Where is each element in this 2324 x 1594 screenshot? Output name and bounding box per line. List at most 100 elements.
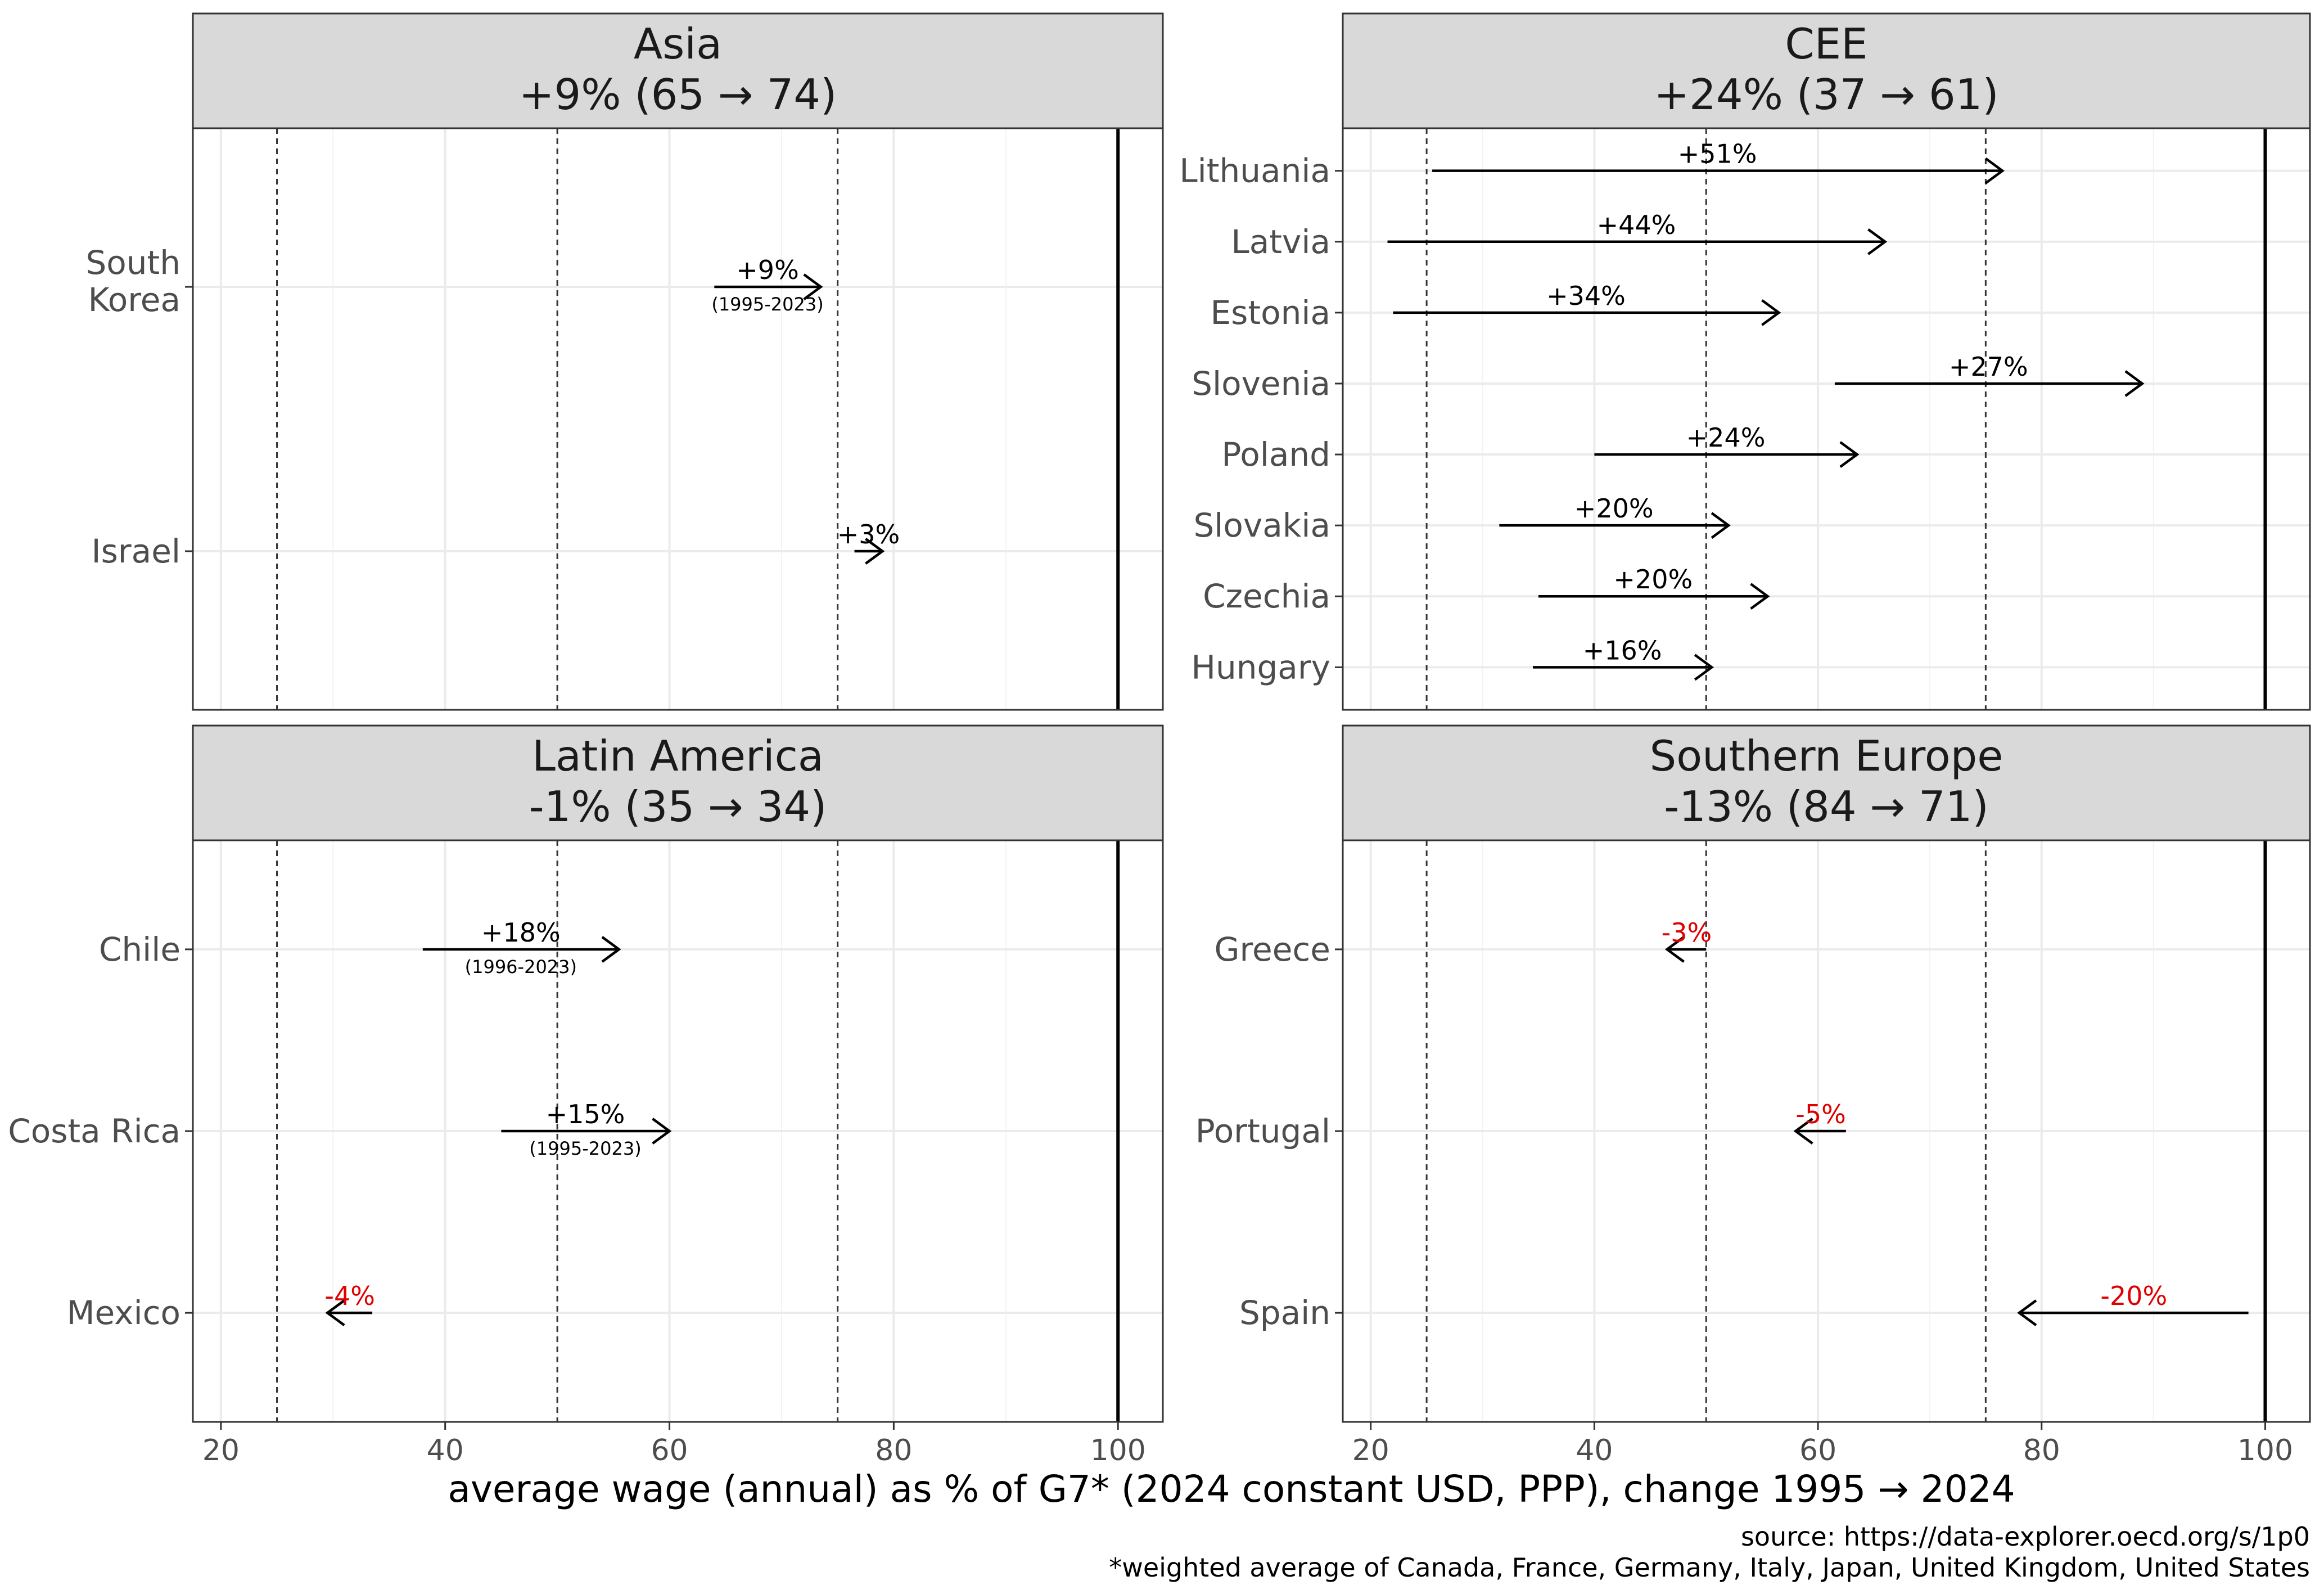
panel-subtitle: +9% (65 → 74) — [519, 70, 837, 119]
arrow-mexico: -4% — [324, 1281, 375, 1326]
arrow-slovenia: +27% — [1834, 352, 2145, 397]
arrow-south-korea: +9% (1995-2023) — [711, 255, 823, 315]
country-label: Greece — [1215, 930, 1330, 969]
arrow-czechia: +20% — [1538, 564, 1770, 610]
change-label: +18% — [481, 917, 561, 948]
arrow-head — [2124, 370, 2145, 397]
change-label: +15% — [546, 1099, 625, 1129]
x-tick-label: 60 — [1799, 1434, 1836, 1467]
country-label: Slovenia — [1192, 364, 1330, 403]
source-caption: source: https://data-explorer.oecd.org/s… — [1741, 1521, 2310, 1552]
change-label: +9% — [736, 255, 799, 285]
panel-subtitle: -13% (84 → 71) — [1664, 782, 1989, 831]
country-label: Poland — [1221, 435, 1330, 474]
arrow-head — [1664, 936, 1685, 963]
arrow-head — [1694, 654, 1714, 681]
arrow-chile: +18% (1996-2023) — [422, 917, 621, 978]
arrow-head — [1793, 1118, 1813, 1145]
x-tick-label: 80 — [2023, 1434, 2060, 1467]
change-label: +20% — [1574, 493, 1654, 524]
country-label: Estonia — [1210, 294, 1330, 332]
panel-subtitle: -1% (35 → 34) — [529, 782, 827, 831]
change-label: +51% — [1678, 139, 1757, 169]
arrow-head — [1867, 228, 1888, 255]
arrow-poland: +24% — [1594, 422, 1860, 468]
x-tick-label: 40 — [1576, 1434, 1613, 1467]
country-label: Slovakia — [1193, 506, 1330, 544]
panel-subtitle: +24% (37 → 61) — [1654, 70, 1998, 119]
arrow-latvia: +44% — [1387, 210, 1888, 255]
country-label: Costa Rica — [8, 1112, 180, 1150]
panels-layer: Asia+9% (65 → 74) +9% (1995-2023) South Kore… — [8, 12, 2311, 1467]
arrow-lithuania: +51% — [1432, 139, 2005, 184]
arrow-head — [1839, 441, 1860, 468]
arrow-head — [1711, 512, 1731, 539]
panel-border — [1342, 127, 2311, 711]
arrow-head — [652, 1118, 672, 1145]
arrow-head — [1750, 583, 1770, 610]
change-label: +27% — [1949, 352, 2028, 382]
country-label: Mexico — [66, 1294, 180, 1332]
arrow-greece: -3% — [1662, 917, 1712, 963]
panel-cee: CEE+24% (37 → 61) +51% Lithuania +44% Latvia… — [1179, 12, 2311, 711]
panel-border — [192, 127, 1164, 711]
country-label: Czechia — [1203, 577, 1330, 615]
country-label: Lithuania — [1179, 152, 1330, 190]
change-label: +24% — [1686, 422, 1766, 453]
panel-latam: Latin America-1% (35 → 34) +18% (1996-2023… — [8, 724, 1164, 1467]
x-tick-label: 60 — [651, 1434, 688, 1467]
panel-southern: Southern Europe-13% (84 → 71) -3% Greece -5… — [1195, 724, 2311, 1467]
change-label: +3% — [837, 519, 900, 550]
panel-strip — [1342, 12, 2311, 129]
country-label: Spain — [1239, 1294, 1330, 1332]
x-tick-label: 20 — [202, 1434, 240, 1467]
panel-strip — [1342, 724, 2311, 841]
country-label: Latvia — [1231, 223, 1330, 261]
arrow-estonia: +34% — [1393, 281, 1781, 326]
period-label: (1995-2023) — [711, 294, 823, 315]
panel-strip — [192, 724, 1164, 841]
arrow-costa-rica: +15% (1995-2023) — [501, 1099, 672, 1159]
g7-footnote: *weighted average of Canada, France, Ger… — [1109, 1552, 2310, 1583]
x-tick-label: 80 — [875, 1434, 912, 1467]
x-tick-label: 20 — [1352, 1434, 1389, 1467]
arrow-head — [803, 273, 823, 300]
arrow-spain: -20% — [2017, 1281, 2249, 1326]
arrow-hungary: +16% — [1533, 635, 1714, 681]
panel-strip — [192, 12, 1164, 129]
country-label-line: Korea — [88, 281, 180, 319]
panel-title: Latin America — [532, 731, 824, 781]
panel-title: Southern Europe — [1650, 731, 2003, 781]
change-label: +44% — [1597, 210, 1676, 240]
x-tick-label: 40 — [427, 1434, 464, 1467]
x-tick-label: 100 — [2237, 1434, 2293, 1467]
arrow-head — [865, 538, 885, 565]
panel-title: CEE — [1785, 19, 1867, 69]
country-label: Israel — [91, 532, 180, 570]
change-label: +16% — [1583, 635, 1662, 665]
country-label: Chile — [99, 930, 180, 969]
arrow-head — [601, 936, 621, 963]
arrow-slovakia: +20% — [1499, 493, 1731, 539]
country-label: South Korea — [85, 244, 180, 319]
change-label: -5% — [1795, 1099, 1846, 1129]
x-axis-title: average wage (annual) as % of G7* (2024 … — [448, 1467, 2015, 1511]
country-label: Portugal — [1195, 1112, 1330, 1150]
country-label-line: South — [85, 244, 180, 282]
change-label: -3% — [1662, 917, 1712, 948]
change-label: +20% — [1613, 564, 1693, 595]
country-label: Hungary — [1191, 648, 1330, 686]
panel-border — [192, 839, 1164, 1423]
period-label: (1996-2023) — [465, 956, 577, 978]
arrow-head — [1761, 299, 1781, 326]
arrow-head — [325, 1299, 345, 1326]
arrow-head — [1984, 157, 2005, 184]
arrow-head — [2017, 1299, 2037, 1326]
panel-title: Asia — [634, 19, 722, 69]
arrow-israel: +3% — [837, 519, 900, 565]
period-label: (1995-2023) — [529, 1138, 641, 1159]
arrow-portugal: -5% — [1793, 1099, 1846, 1145]
change-label: -20% — [2100, 1281, 2167, 1311]
panel-border — [1342, 839, 2311, 1423]
